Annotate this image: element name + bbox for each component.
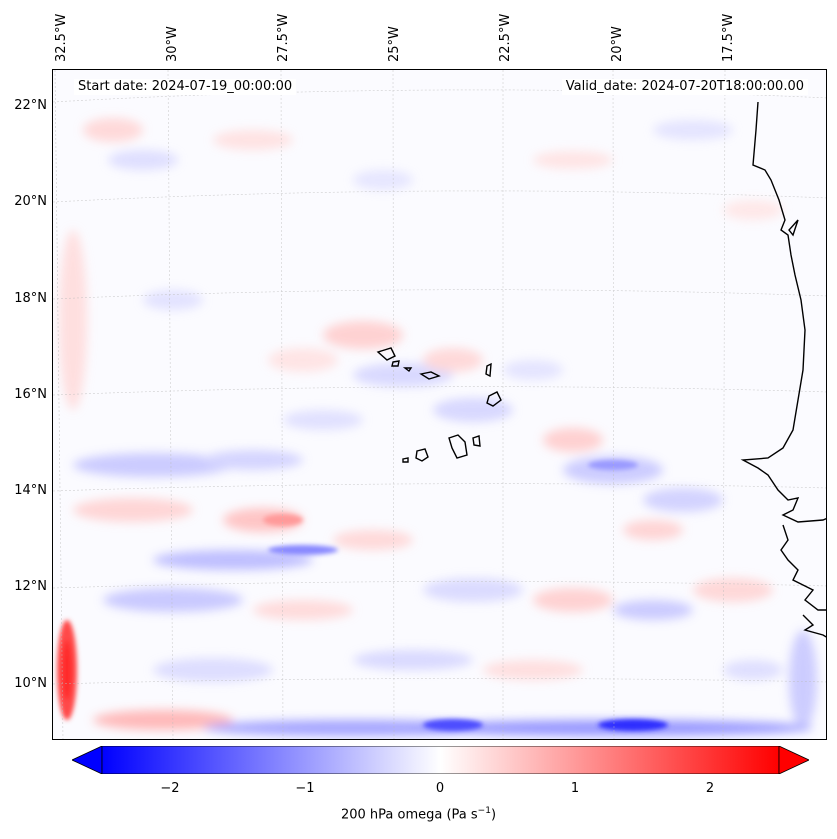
- omega-field-map: [53, 70, 826, 739]
- lon-label-32-5w: 32.5°W: [54, 13, 69, 62]
- africa-coastline: [740, 101, 826, 523]
- map-plot-area: [52, 69, 827, 740]
- lat-label-10n: 10°N: [14, 676, 47, 691]
- maio: [472, 435, 481, 447]
- santiago: [448, 434, 468, 459]
- sao-nicolau: [419, 371, 441, 380]
- lat-label-22n: 22°N: [14, 98, 47, 113]
- lon-label-25w: 25°W: [387, 26, 402, 62]
- lat-label-18n: 18°N: [14, 291, 47, 306]
- start-date-label: Start date: 2024-07-19_00:00:00: [74, 79, 297, 95]
- colorbar-tick-2: 2: [705, 781, 715, 796]
- colorbar-label-main: 200 hPa omega (Pa s: [340, 807, 478, 823]
- brava: [402, 457, 409, 463]
- colorbar-tick-1: 1: [570, 781, 580, 796]
- santo-antao: [376, 347, 396, 361]
- colorbar-tick-0: 0: [435, 781, 445, 796]
- lat-label-20n: 20°N: [14, 194, 47, 209]
- lon-label-30w: 30°W: [165, 26, 180, 62]
- colorbar-extend-min: [72, 746, 103, 774]
- colorbar-label-exponent: −1: [477, 806, 491, 816]
- boa-vista: [486, 391, 502, 407]
- omega-strong-features: [57, 460, 668, 731]
- lon-label-22-5w: 22.5°W: [498, 13, 513, 62]
- sal: [485, 362, 492, 378]
- colorbar-tick-minus-1: −1: [295, 781, 315, 796]
- lon-label-27-5w: 27.5°W: [276, 13, 291, 62]
- lon-label-20w: 20°W: [610, 26, 625, 62]
- valid-date-label: Valid_date: 2024-07-20T18:00:00.00: [561, 79, 808, 95]
- colorbar-label: 200 hPa omega (Pa s−1): [0, 806, 837, 822]
- colorbar-gradient: [101, 746, 780, 774]
- omega-field: [59, 118, 817, 736]
- lat-label-14n: 14°N: [14, 483, 47, 498]
- colorbar-tick-minus-2: −2: [160, 781, 180, 796]
- lat-label-12n: 12°N: [14, 579, 47, 594]
- colorbar: [72, 746, 809, 774]
- santa-luzia: [402, 367, 413, 373]
- sao-vicente: [391, 360, 400, 367]
- colorbar-extend-max: [778, 746, 809, 774]
- colorbar-label-close: ): [490, 807, 497, 823]
- coastlines: [376, 101, 826, 638]
- lon-label-17-5w: 17.5°W: [721, 13, 736, 62]
- lat-label-16n: 16°N: [14, 387, 47, 402]
- fogo: [415, 448, 429, 462]
